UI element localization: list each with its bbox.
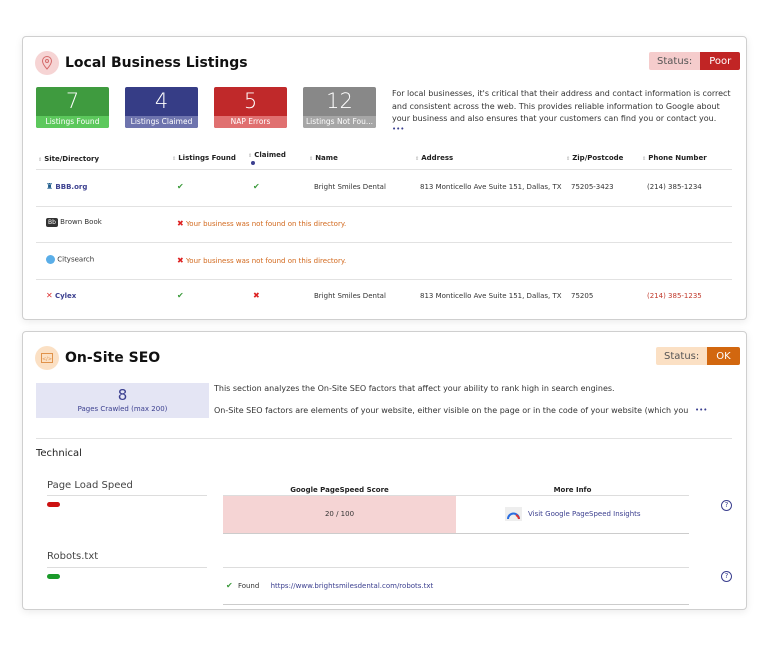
page-load-speed-label: Page Load Speed [47,480,133,491]
stat-listings-not-found[interactable]: 12 Listings Not Fou... [303,87,376,128]
status-badge: Status: Poor [649,52,741,70]
help-icon[interactable]: ? [721,571,732,582]
table-row: Bb Brown Book [46,218,102,227]
pagespeed-gauge-icon [505,507,522,521]
stat-label: Listings Not Fou... [303,116,376,128]
divider [36,169,732,170]
check-icon: ✔ [177,182,184,191]
divider [223,567,689,568]
stat-label: Listings Found [36,116,109,128]
check-icon: ✔ [253,182,260,191]
not-found-message: ✖ Your business was not found on this di… [177,219,346,228]
phone-cell: (214) 385-1235 [647,292,702,300]
divider [36,279,732,280]
site-name: Brown Book [60,218,102,226]
stat-value: 4 [154,89,169,113]
divider [36,206,732,207]
divider [36,242,732,243]
check-icon: ✔ [226,581,233,590]
table-row: Citysearch [46,255,94,264]
site-link[interactable]: BBB.org [55,183,88,191]
col-more-info: More Info [553,486,592,494]
zip-cell: 75205-3423 [571,183,614,191]
pagespeed-link[interactable]: Visit Google PageSpeed Insights [505,507,641,521]
site-name: Citysearch [57,255,95,264]
status-badge: Status: OK [656,347,740,365]
stat-value: 12 [326,89,353,113]
status-value: OK [707,347,740,365]
col-zip[interactable]: Zip/Postcode [566,154,623,162]
phone-cell: (214) 385-1234 [647,183,702,191]
table-row: ✕ Cylex [46,291,76,300]
stat-value: 5 [243,89,258,113]
col-name[interactable]: Name [309,154,338,162]
col-site[interactable]: Site/Directory [38,155,99,163]
seo-description-1: This section analyzes the On-Site SEO fa… [214,384,615,393]
stat-label: Listings Claimed [125,116,198,128]
status-pill-green [47,574,60,579]
col-claimed[interactable]: Claimed [248,151,286,159]
info-icon [251,161,255,165]
divider [223,495,689,496]
stat-listings-found[interactable]: 7 Listings Found [36,87,109,128]
stat-value: 7 [65,89,80,113]
robots-url-link[interactable]: https://www.brightsmilesdental.com/robot… [270,582,434,590]
name-cell: Bright Smiles Dental [314,292,386,300]
bbb-logo-icon: ♜ [46,182,54,191]
not-found-message: ✖ Your business was not found on this di… [177,256,346,265]
x-icon: ✖ [177,219,184,228]
col-pagespeed-score: Google PageSpeed Score [290,486,389,494]
address-cell: 813 Monticello Ave Suite 151, Dallas, TX [420,292,562,300]
col-phone[interactable]: Phone Number [642,154,706,162]
site-link[interactable]: Cylex [54,292,77,300]
found-text: Found [237,582,260,590]
divider [223,604,689,605]
citysearch-logo-icon [46,255,55,264]
brownbook-logo-icon: Bb [46,218,58,227]
message-text: Your business was not found on this dire… [185,257,347,265]
divider [36,438,732,439]
local-business-listings-card [22,36,747,320]
robots-label: Robots.txt [47,551,99,562]
divider [47,495,207,496]
listings-description: For local businesses, it's critical that… [392,89,731,123]
stat-label: NAP Errors [214,116,287,128]
section-title: Local Business Listings [65,55,248,71]
section-title: On-Site SEO [65,350,161,366]
x-icon: ✖ [177,256,184,265]
status-pill-red [47,502,60,507]
check-icon: ✔ [177,291,184,300]
map-pin-icon [35,51,59,75]
divider [47,567,207,568]
message-text: Your business was not found on this dire… [185,220,347,228]
pagespeed-score-cell: 20 / 100 [223,496,456,533]
robots-found: ✔ Found https://www.brightsmilesdental.c… [226,581,433,590]
stat-nap-errors[interactable]: 5 NAP Errors [214,87,287,128]
code-window-icon: </> [35,346,59,370]
pages-crawled-box: 8 Pages Crawled (max 200) [36,383,209,418]
technical-heading: Technical [36,448,82,459]
x-icon: ✖ [253,291,260,300]
stat-listings-claimed[interactable]: 4 Listings Claimed [125,87,198,128]
on-site-seo-card [22,331,747,610]
zip-cell: 75205 [571,292,594,300]
status-label: Status: [656,347,708,365]
name-cell: Bright Smiles Dental [314,183,386,191]
pages-crawled-label: Pages Crawled (max 200) [77,405,168,413]
pages-crawled-value: 8 [117,386,128,404]
address-cell: 813 Monticello Ave Suite 151, Dallas, TX [420,183,562,191]
pagespeed-link-text[interactable]: Visit Google PageSpeed Insights [528,510,641,518]
more-button[interactable]: ••• [695,406,708,414]
status-value: Poor [700,52,741,70]
table-row: ♜ BBB.org [46,182,87,191]
svg-text:</>: </> [42,357,52,363]
cylex-logo-icon: ✕ [46,291,53,300]
col-address[interactable]: Address [415,154,453,162]
col-listings-found[interactable]: Listings Found [172,154,236,162]
seo-description-2: On-Site SEO factors are elements of your… [214,406,689,415]
status-label: Status: [649,52,701,70]
help-icon[interactable]: ? [721,500,732,511]
more-button[interactable]: ••• [392,125,405,133]
divider [223,533,689,534]
